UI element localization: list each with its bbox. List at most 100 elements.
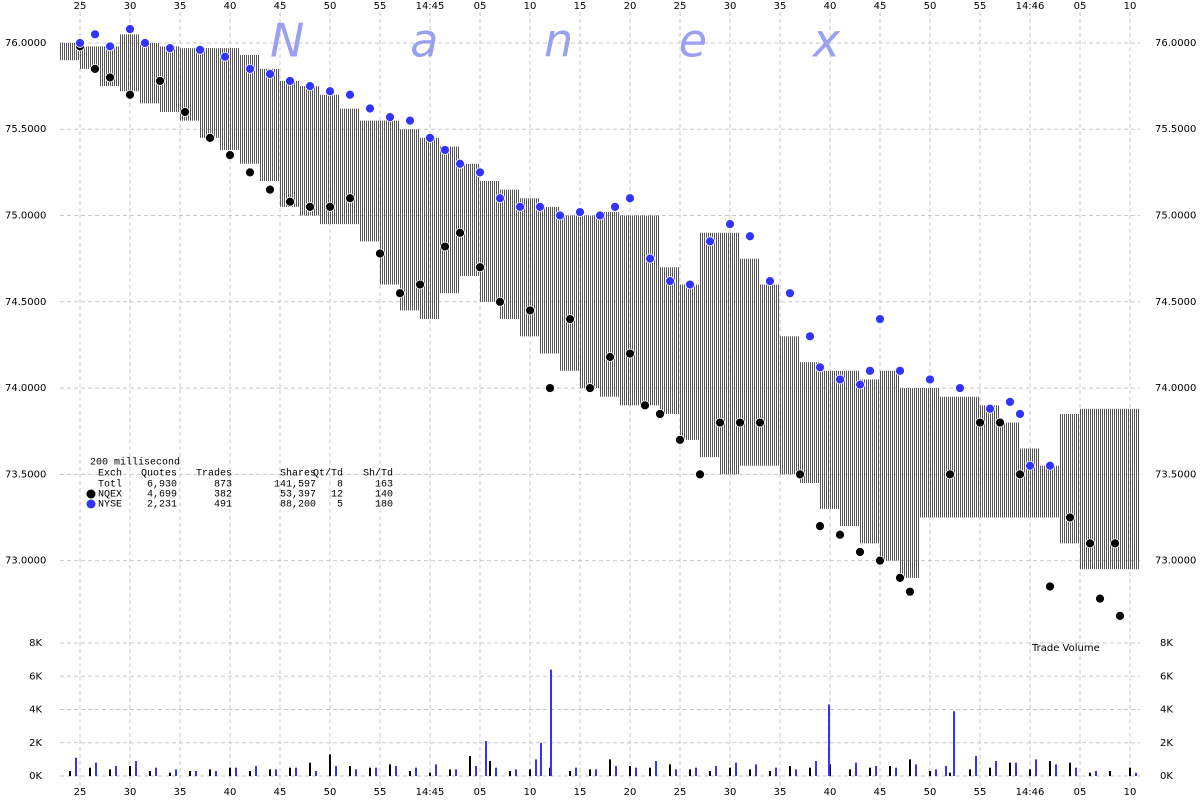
volume-bar (475, 766, 477, 776)
quote-range (180, 48, 200, 121)
trade-point (755, 417, 765, 428)
trade-point (745, 231, 755, 242)
x-tick-label-bottom: 10 (1124, 787, 1137, 798)
volume-bar (689, 769, 691, 776)
quote-range (500, 189, 520, 320)
x-tick-label-top: 45 (874, 1, 887, 12)
quote-range (1080, 408, 1100, 570)
trade-point (695, 469, 705, 480)
volume-tick-label-right: 8K (1160, 638, 1173, 649)
y-tick-label-right: 75.5000 (1155, 124, 1196, 135)
volume-bar (1089, 772, 1091, 776)
x-tick-label-bottom: 50 (924, 787, 937, 798)
volume-bar (895, 767, 897, 776)
y-tick-label-right: 73.5000 (1155, 469, 1196, 480)
volume-bar (1129, 767, 1131, 776)
trade-point (1025, 460, 1035, 471)
volume-bar (415, 767, 417, 776)
volume-bar (815, 761, 817, 776)
quote-range (160, 46, 180, 112)
trade-point (245, 167, 255, 178)
trade-point (985, 403, 995, 414)
trade-point (715, 417, 725, 428)
quote-range (100, 46, 120, 87)
trade-point (875, 314, 885, 324)
x-tick-label-top: 30 (724, 1, 737, 12)
stats-cell: 163 (375, 480, 393, 491)
volume-bar (1075, 767, 1077, 776)
axis-labels: 25 25 30 30 35 35 40 40 45 45 50 50 55 55 14:45 14:45 05… (5, 1, 1196, 798)
x-tick-label-top: 30 (124, 1, 137, 12)
trade-point (1110, 538, 1120, 549)
volume-bar (915, 764, 917, 776)
x-tick-label-top: 55 (974, 1, 987, 12)
x-tick-label-top: 10 (1124, 1, 1137, 12)
trade-point (705, 236, 715, 247)
volume-bar (435, 764, 437, 776)
trade-point (735, 417, 745, 428)
stats-row-label: Totl (98, 479, 122, 491)
y-tick-label-right: 73.0000 (1155, 556, 1196, 567)
volume-bar (455, 769, 457, 776)
volume-bar (275, 769, 277, 776)
quote-range (1120, 408, 1140, 570)
volume-bar (535, 759, 537, 776)
volume-bar (995, 761, 997, 776)
y-tick-label-right: 75.0000 (1155, 211, 1196, 222)
quote-range (880, 370, 900, 561)
x-tick-label-bottom: 14:45 (416, 787, 445, 798)
y-tick-label-left: 75.0000 (5, 211, 46, 222)
volume-tick-label-right: 6K (1160, 671, 1173, 682)
trade-point (725, 219, 735, 230)
stats-cell: 382 (214, 490, 232, 501)
trade-point (345, 193, 355, 204)
volume-bar (95, 762, 97, 776)
trade-point (180, 107, 190, 117)
trade-point (865, 365, 875, 376)
x-tick-label-bottom: 40 (224, 787, 237, 798)
watermark: N a n e x (270, 14, 841, 68)
quote-range (780, 336, 800, 475)
trade-point (585, 383, 595, 393)
trade-point (655, 409, 665, 419)
x-tick-label-bottom: 14:46 (1016, 787, 1045, 798)
volume-bar (515, 769, 517, 776)
trade-point (155, 76, 165, 86)
trade-point (265, 184, 275, 195)
quote-range (120, 34, 140, 92)
volume-bar (155, 767, 157, 776)
quote-range (520, 198, 540, 337)
x-tick-label-bottom: 30 (724, 787, 737, 798)
x-tick-label-top: 40 (224, 1, 237, 12)
x-tick-label-bottom: 05 (474, 787, 487, 798)
trade-point (815, 521, 825, 532)
stats-header: Sh/Td (363, 468, 393, 480)
volume-bar (1049, 761, 1051, 776)
trade-point (1085, 538, 1095, 549)
quote-range (560, 215, 580, 371)
stats-title: 200 millisecond (90, 457, 180, 469)
x-tick-label-bottom: 05 (1074, 787, 1087, 798)
trade-point (835, 374, 845, 385)
y-tick-label-right: 74.0000 (1155, 383, 1196, 394)
volume-bar (929, 771, 931, 776)
x-tick-label-top: 25 (674, 1, 687, 12)
trades (75, 24, 1125, 621)
trade-point (325, 201, 335, 212)
volume-bar (129, 766, 131, 776)
trade-point (975, 417, 985, 428)
trade-point (895, 572, 905, 583)
quote-range (640, 215, 660, 406)
x-tick-label-top: 25 (74, 1, 87, 12)
x-tick-label-bottom: 35 (174, 787, 187, 798)
volume-bar (755, 764, 757, 776)
volume-bar (809, 767, 811, 776)
volume-bar (869, 767, 871, 776)
quote-range (940, 396, 960, 518)
quote-range (680, 284, 700, 440)
trade-point (835, 529, 845, 540)
quote-range (400, 129, 420, 311)
quote-range (240, 55, 260, 164)
quote-range (440, 146, 460, 294)
trade-point (685, 279, 695, 290)
